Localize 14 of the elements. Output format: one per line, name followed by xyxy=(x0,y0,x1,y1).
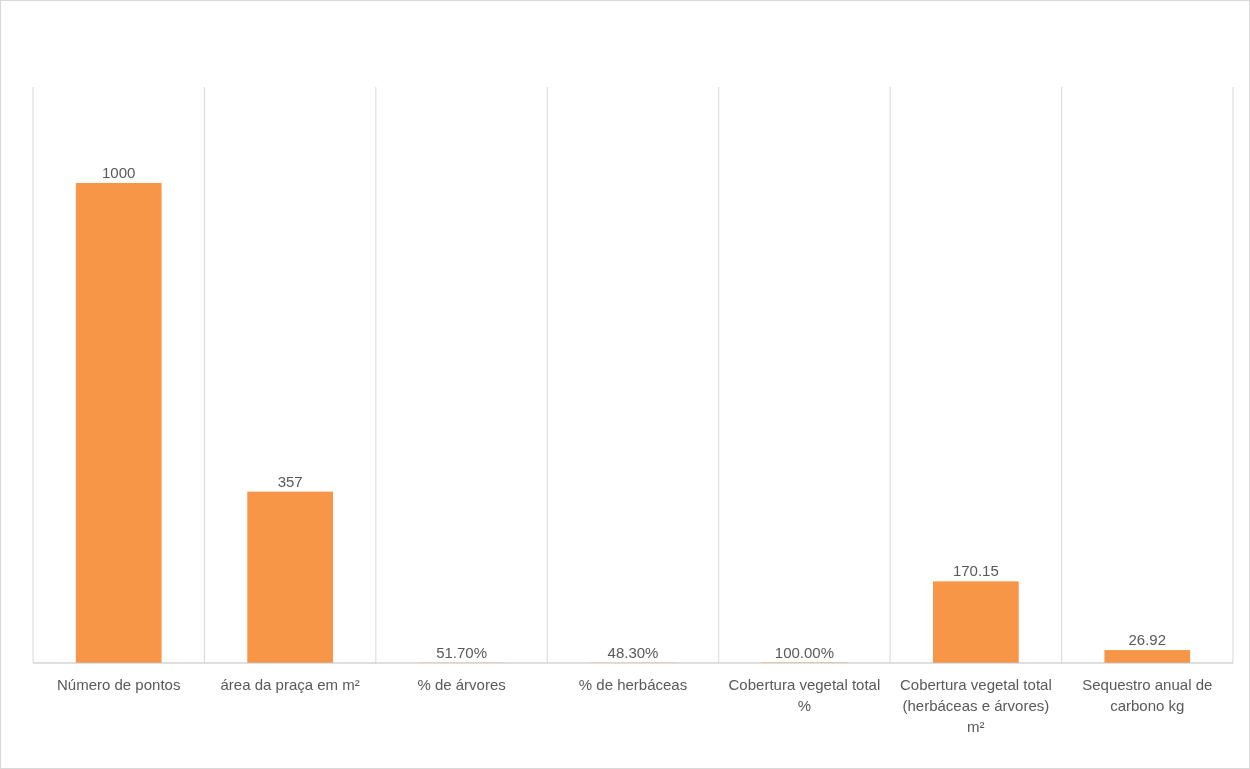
x-tick-label: Sequestro anual de carbono kg xyxy=(1082,676,1213,714)
x-tick-label: Cobertura vegetal total % xyxy=(728,676,881,714)
x-tick-label: % de herbáceas xyxy=(578,676,688,693)
x-tick-label: % de árvores xyxy=(417,676,506,693)
data-label: 170.15 xyxy=(952,562,999,580)
data-label: 51.70% xyxy=(436,643,488,661)
data-label: 26.92 xyxy=(1128,631,1167,649)
data-label: 48.30% xyxy=(607,643,659,661)
x-tick-label: Cobertura vegetal total (herbáceas e árvores) m² xyxy=(899,676,1052,735)
x-tick-label: área da praça em m² xyxy=(220,676,360,693)
data-label: 100.00% xyxy=(774,643,835,661)
data-label: 1000 xyxy=(102,164,136,181)
data-label: 357 xyxy=(277,472,303,490)
x-tick-label: Número de pontos xyxy=(57,676,181,693)
